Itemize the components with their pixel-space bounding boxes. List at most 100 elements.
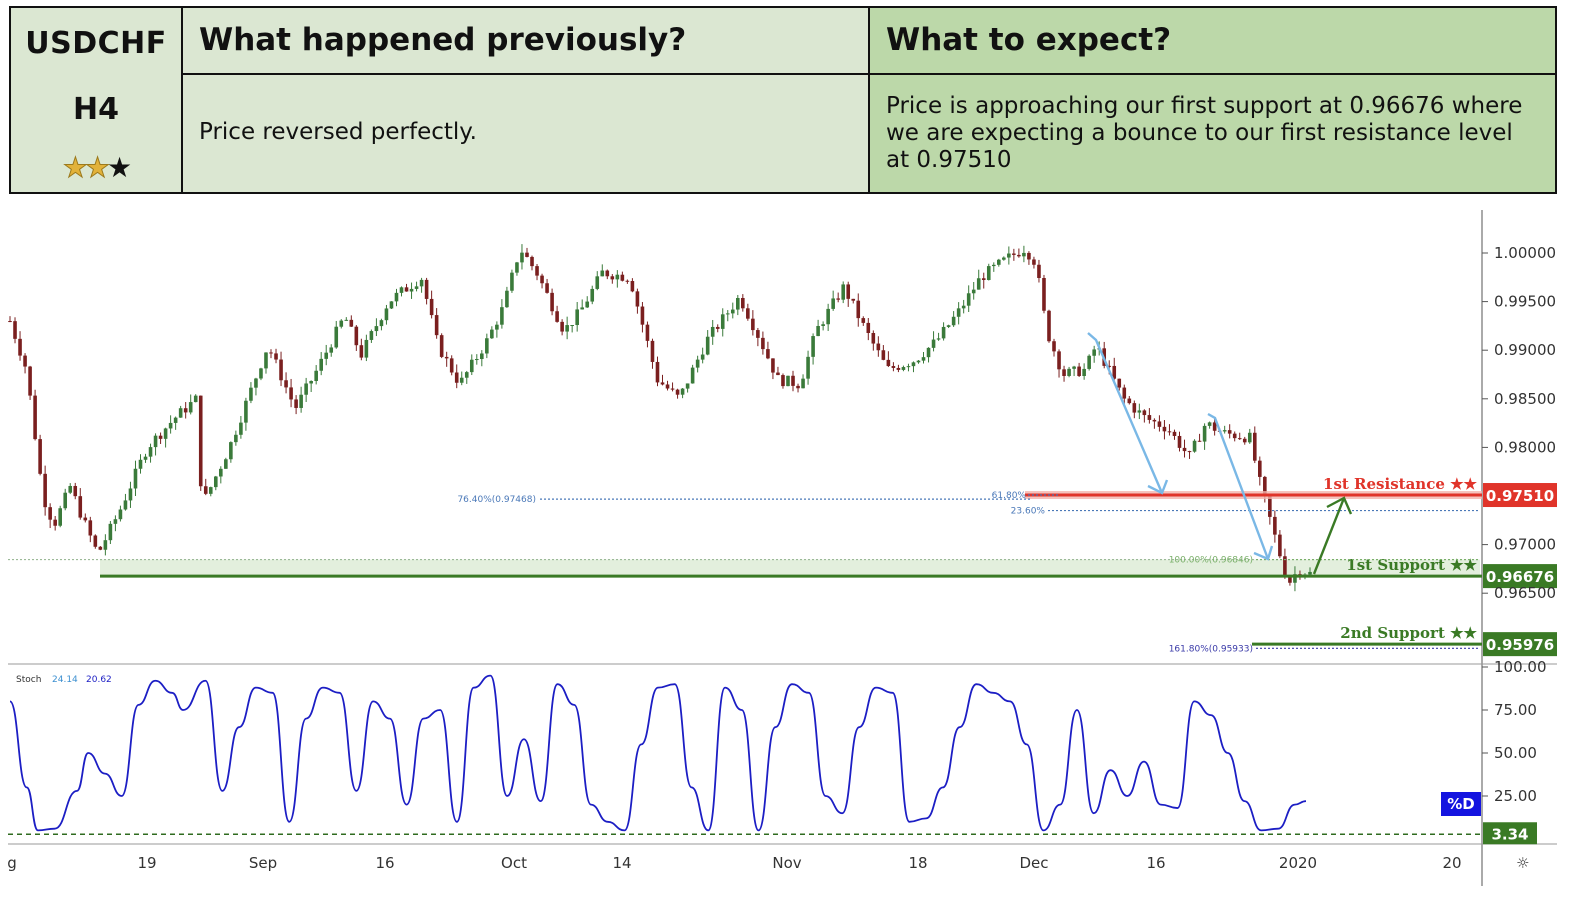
candle-body (1182, 447, 1187, 452)
candle-body (133, 468, 138, 489)
candle-body (429, 298, 434, 316)
candle-body (630, 281, 635, 292)
candle-body (505, 290, 509, 308)
candle-body (254, 378, 258, 388)
candle-body (1052, 341, 1056, 352)
gear-icon[interactable]: ☼ (1516, 854, 1529, 872)
candle-body (1207, 422, 1212, 426)
candle-body (550, 292, 554, 312)
candle-body (1132, 403, 1137, 413)
candle-body (1172, 431, 1177, 436)
osc-tick-label: 75.00 (1494, 701, 1537, 719)
candle-body (178, 408, 183, 418)
candle-body (1263, 476, 1267, 497)
candle-body (1227, 430, 1232, 434)
candle-body (670, 388, 675, 390)
candle-body (78, 496, 83, 518)
candle-body (495, 324, 499, 330)
candle-body (168, 422, 173, 429)
candle-body (1062, 369, 1066, 376)
level-label: 2nd Support ★★ (1340, 624, 1477, 642)
candle-body (329, 347, 334, 353)
candle-body (304, 383, 308, 395)
candle-body (1147, 415, 1152, 420)
candle-body (1007, 253, 1011, 258)
candle-body (831, 298, 835, 309)
candle-body (234, 434, 238, 443)
chart-background (0, 196, 1582, 886)
candle-body (244, 400, 248, 423)
swing-arrow-line (1087, 332, 1164, 494)
candle-body (555, 311, 559, 322)
candle-body (886, 359, 891, 367)
candle-body (906, 366, 911, 368)
fib-level-label: 161.80%(0.95933) (1169, 644, 1253, 654)
candle-body (997, 259, 1001, 265)
candle-body (720, 314, 725, 329)
expect-body-cell: Price is approaching our first support a… (870, 75, 1555, 192)
time-tick-label: 19 (137, 854, 156, 872)
candle-body (163, 428, 168, 439)
candle-body (986, 266, 991, 280)
candle-body (38, 439, 42, 474)
candle-body (911, 362, 916, 367)
candle-body (289, 387, 293, 400)
candle-body (746, 308, 750, 319)
candle-body (695, 359, 700, 368)
candle-body (761, 337, 765, 350)
candle-body (901, 367, 906, 370)
candle-body (219, 468, 223, 477)
candle-body (570, 325, 574, 327)
fib-level-label: 76.40%(0.97468) (457, 495, 536, 505)
fib-level-label: 23.60% (1011, 507, 1046, 517)
level-price-value: 0.96676 (1486, 568, 1554, 586)
candle-body (600, 270, 605, 277)
candle-body (730, 309, 735, 314)
time-tick-label: 20 (1442, 854, 1461, 872)
osc-tick-label: 25.00 (1494, 787, 1537, 805)
candle-body (1067, 368, 1071, 376)
candle-body (128, 488, 133, 501)
candle-body (660, 382, 665, 385)
time-tick-label: 14 (612, 854, 631, 872)
candle-body (946, 325, 951, 327)
candle-body (324, 352, 329, 359)
candle-body (23, 355, 27, 367)
candle-body (1192, 440, 1197, 452)
candle-body (786, 375, 790, 387)
timeframe-label: H4 (73, 92, 119, 127)
candle-body (193, 395, 198, 403)
candle-body (1002, 257, 1006, 260)
candle-body (1157, 421, 1162, 427)
candle-body (961, 305, 966, 309)
candle-body (319, 358, 323, 371)
price-chart: 1st Resistance ★★ 0.97510 1st Support ★★ 0.… (0, 196, 1582, 886)
candle-body (871, 332, 876, 344)
candle-body (354, 326, 359, 346)
candle-body (710, 326, 715, 337)
candle-body (208, 487, 213, 494)
candle-body (449, 358, 454, 373)
candle-body (1197, 440, 1202, 442)
level-label: 1st Resistance ★★ (1323, 475, 1478, 493)
candle-body (981, 278, 986, 280)
osc-tick-label: 100.00 (1494, 658, 1547, 676)
previous-body-cell: Price reversed perfectly. (183, 75, 870, 192)
candle-body (926, 347, 931, 358)
candle-body (359, 345, 364, 358)
candle-body (88, 520, 93, 536)
candle-body (58, 508, 62, 526)
candle-body (490, 329, 494, 339)
candle-body (976, 278, 981, 290)
candle-body (1037, 264, 1041, 279)
candle-body (309, 380, 313, 384)
star-empty-icon: ★ (107, 151, 132, 184)
candle-body (821, 324, 825, 326)
candle-body (846, 284, 851, 299)
projection-arrow-line (1312, 497, 1346, 575)
candle-body (158, 435, 163, 439)
candle-body (715, 326, 720, 329)
candle-body (836, 298, 840, 300)
candle-body (500, 307, 504, 325)
candle-body (685, 383, 690, 389)
